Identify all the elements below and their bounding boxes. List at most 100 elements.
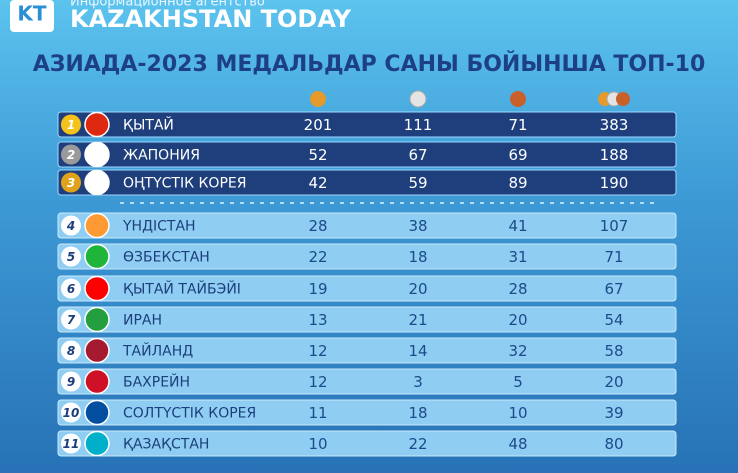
logo: KT [17, 2, 46, 26]
rank-badge [61, 371, 81, 392]
row-bg [57, 306, 677, 333]
medal-count: 19 [308, 280, 327, 298]
brand: KAZAKHSTAN TODAY [70, 5, 352, 33]
medal-count: 58 [604, 342, 623, 360]
medal-count: 20 [508, 311, 527, 329]
flag [84, 306, 110, 333]
rank: 4 [66, 219, 75, 233]
medal-count: 71 [604, 248, 623, 266]
rank: 8 [67, 344, 75, 358]
medal-count: 10 [308, 435, 327, 453]
row-bg [57, 337, 677, 364]
medal-count: 54 [604, 311, 623, 329]
medal-count: 201 [304, 116, 333, 134]
flag [84, 399, 110, 426]
rank-badge [61, 278, 81, 299]
row-bg [57, 169, 677, 196]
row-bg [57, 430, 677, 457]
total-icon [616, 92, 630, 106]
medal-count: 111 [404, 116, 433, 134]
medal-count: 38 [408, 217, 427, 235]
rank: 3 [67, 176, 75, 190]
row-bg [57, 275, 677, 302]
row-bg [57, 243, 677, 270]
medal-count: 28 [508, 280, 527, 298]
rank-badge [61, 215, 81, 236]
medal-count: 22 [408, 435, 427, 453]
rank: 2 [67, 148, 75, 162]
medal-count: 20 [408, 280, 427, 298]
medal-count: 18 [408, 404, 427, 422]
medal-count: 12 [308, 373, 327, 391]
rank: 6 [67, 282, 75, 296]
row-bg [57, 111, 677, 138]
rank-badge [61, 144, 81, 165]
flag [84, 243, 110, 270]
row-bg [57, 141, 677, 168]
rank-badge [61, 246, 81, 267]
medal-count: 383 [600, 116, 629, 134]
logo-box [10, 0, 54, 32]
medal-count: 41 [508, 217, 527, 235]
medal-count: 71 [508, 116, 527, 134]
flag [84, 275, 110, 302]
medal-count: 22 [308, 248, 327, 266]
rank: 7 [67, 313, 76, 327]
rank-badge [61, 340, 81, 361]
medal-count: 39 [604, 404, 623, 422]
country: ӨЗБЕКСТАН [123, 250, 210, 266]
country: ЖАПОНИЯ [123, 148, 200, 164]
country: ҚЫТАЙ ТАЙБЭЙІ [123, 280, 241, 298]
title: АЗИАДА-2023 МЕДАЛЬДАР САНЫ БОЙЫНША ТОП-1… [33, 51, 706, 77]
bronze-icon [510, 91, 526, 107]
medal-count: 52 [308, 146, 327, 164]
rank: 9 [67, 375, 75, 389]
country: ИРАН [123, 313, 162, 329]
medal-count: 12 [308, 342, 327, 360]
medal-count: 11 [308, 404, 327, 422]
medal-count: 3 [413, 373, 423, 391]
medal-count: 42 [308, 174, 327, 192]
rank-badge [61, 402, 81, 423]
medal-count: 31 [508, 248, 527, 266]
flag [84, 368, 110, 395]
country: ҚЫТАЙ [123, 116, 174, 134]
medal-count: 18 [408, 248, 427, 266]
medal-count: 5 [513, 373, 523, 391]
medal-count: 13 [308, 311, 327, 329]
rank-badge [61, 433, 81, 454]
row-bg [57, 212, 677, 239]
country: ОҢТҮСТІК КОРЕЯ [123, 176, 246, 192]
medal-count: 67 [604, 280, 623, 298]
medal-count: 89 [508, 174, 527, 192]
country: БАХРЕЙН [123, 373, 190, 391]
flag [84, 111, 110, 138]
medal-count: 107 [600, 217, 629, 235]
row-bg [57, 368, 677, 395]
medal-count: 21 [408, 311, 427, 329]
medal-count: 190 [600, 174, 629, 192]
flag [84, 212, 110, 239]
country: ТАЙЛАНД [122, 342, 193, 360]
rank: 11 [63, 437, 80, 451]
rank: 10 [63, 406, 80, 420]
medal-count: 14 [408, 342, 427, 360]
rank: 1 [67, 118, 75, 132]
medal-icons [310, 90, 630, 108]
medal-count: 67 [408, 146, 427, 164]
flag [84, 337, 110, 364]
rank-badge [61, 172, 81, 193]
medal-count: 80 [604, 435, 623, 453]
medal-count: 10 [508, 404, 527, 422]
medal-count: 69 [508, 146, 527, 164]
medal-count: 48 [508, 435, 527, 453]
rank: 5 [67, 250, 75, 264]
gold-icon [310, 91, 326, 107]
row-bg [57, 399, 677, 426]
medal-count: 59 [408, 174, 427, 192]
medal-count: 28 [308, 217, 327, 235]
flag [84, 169, 110, 196]
medal-count: 188 [600, 146, 629, 164]
tagline: Информационное агентство [70, 0, 265, 10]
